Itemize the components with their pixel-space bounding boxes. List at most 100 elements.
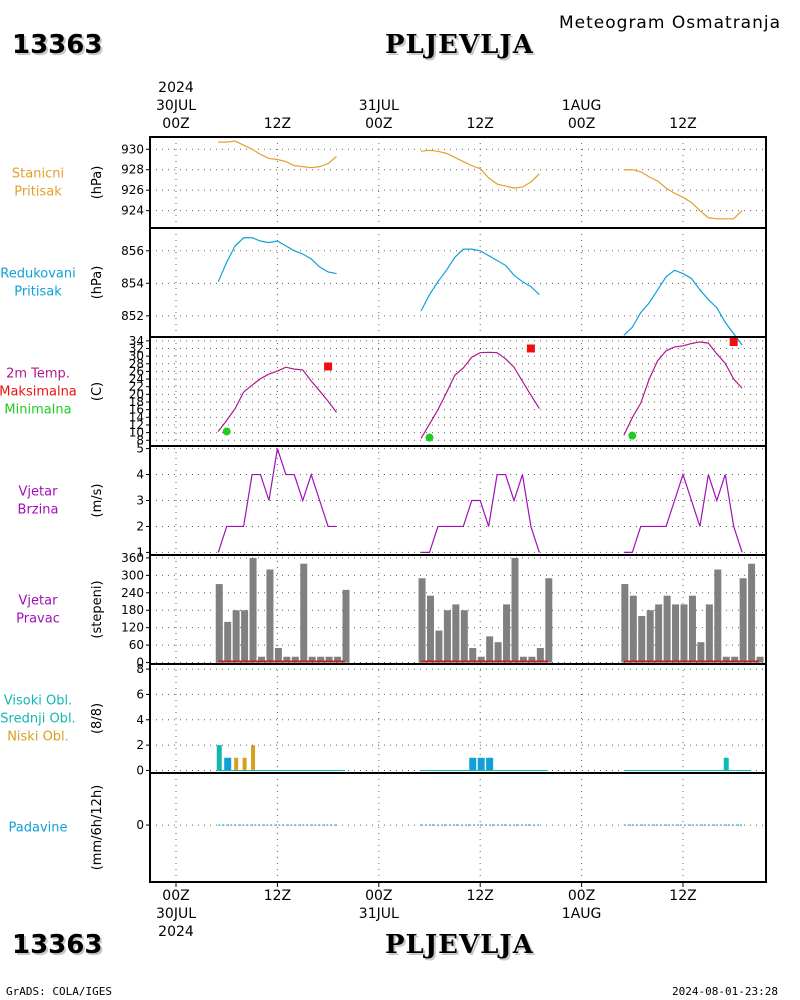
y-axis-label: (hPa) (90, 166, 105, 200)
direction-bar (224, 621, 232, 663)
direction-bar (629, 595, 637, 663)
direction-bar (697, 642, 705, 663)
direction-bar (511, 557, 519, 663)
cloud-bar (469, 757, 477, 771)
y-axis-label: (hPa) (90, 266, 105, 300)
cloud-bar (477, 757, 485, 771)
y-tick-label: 854 (121, 276, 144, 290)
variable-label: 2m Temp. (6, 367, 70, 382)
tmax-marker (729, 337, 738, 346)
direction-bar (494, 642, 502, 663)
direction-bar (215, 584, 223, 663)
station-name-top: PLJEVLJA (385, 30, 534, 60)
y-tick-label: 16 (129, 403, 144, 417)
series-line (217, 366, 338, 432)
series-line (218, 140, 337, 169)
direction-bar (748, 563, 756, 663)
y-tick-label: 28 (129, 357, 144, 371)
station-name-bottom: PLJEVLJA (385, 930, 534, 960)
y-tick-label: 0 (136, 763, 144, 777)
y-tick-label: 856 (121, 244, 144, 258)
time-tick-label-bottom: 12Z (669, 888, 696, 904)
y-axis-label: (C) (90, 382, 105, 401)
year-label-bottom: 2024 (158, 924, 194, 940)
direction-bar (232, 610, 240, 663)
direction-bar (334, 656, 342, 663)
direction-bar (469, 648, 477, 663)
direction-bar (325, 656, 333, 663)
y-tick-label: 924 (121, 204, 144, 218)
y-tick-label: 1 (136, 545, 144, 559)
direction-bar (545, 578, 553, 663)
panel-frame (149, 336, 767, 447)
direction-bar (722, 656, 730, 663)
direction-bar (739, 578, 747, 663)
series-line (623, 341, 743, 436)
series-line (421, 473, 540, 554)
date-label-top: 30JUL (156, 98, 196, 114)
y-tick-label: 20 (129, 387, 144, 401)
direction-bar (528, 656, 536, 663)
y-tick-label: 34 (129, 334, 144, 348)
direction-bar (435, 630, 443, 663)
y-tick-label: 30 (129, 349, 144, 363)
direction-bar (266, 569, 274, 663)
direction-bar (638, 616, 646, 663)
y-tick-label: 6 (136, 687, 144, 701)
y-tick-label: 32 (129, 341, 144, 355)
y-tick-label: 928 (121, 163, 144, 177)
time-tick-label-bottom: 12Z (264, 888, 291, 904)
y-tick-label: 852 (121, 309, 144, 323)
y-tick-label: 14 (129, 410, 144, 424)
direction-bar (291, 656, 299, 663)
y-tick-label: 8 (136, 433, 144, 447)
date-label-bottom: 30JUL (156, 906, 196, 922)
date-label-bottom: 31JUL (359, 906, 399, 922)
y-tick-label: 180 (121, 603, 144, 617)
variable-label: Pritisak (14, 185, 62, 200)
panel-frame (149, 663, 767, 774)
y-tick-label: 2 (136, 519, 144, 533)
variable-label: Brzina (18, 503, 59, 518)
direction-bar (342, 589, 350, 663)
y-tick-label: 360 (121, 551, 144, 565)
y-axis-label: (8/8) (90, 703, 105, 734)
date-label-top: 1AUG (562, 98, 602, 114)
panel-clouds: 0 2 4 6 8 (8/8) Visoki Obl. Srednji Obl. Niski O… (0, 662, 767, 777)
variable-label: Pravac (16, 612, 60, 627)
direction-bar (672, 604, 680, 663)
direction-bar (452, 604, 460, 663)
direction-bar (655, 604, 663, 663)
direction-bar (477, 656, 485, 663)
y-tick-label: 5 (136, 442, 144, 456)
variable-label: Maksimalna (0, 385, 77, 400)
tmax-marker (526, 344, 535, 353)
time-tick-label-top: 00Z (568, 116, 595, 132)
panel-frame (149, 445, 767, 556)
cloud-bar (723, 757, 729, 771)
tmax-marker (324, 362, 333, 371)
time-tick-label-bottom: 00Z (568, 888, 595, 904)
y-axis-label: (mm/6h/12h) (90, 785, 105, 871)
direction-bar (688, 595, 696, 663)
panel-frame (149, 227, 767, 338)
direction-bar (705, 604, 713, 663)
time-tick-label-top: 12Z (669, 116, 696, 132)
y-tick-label: 26 (129, 364, 144, 378)
tmin-marker (628, 431, 637, 440)
y-tick-label: 4 (136, 468, 144, 482)
series-line (623, 169, 743, 220)
y-axis-label: (stepeni) (90, 580, 105, 638)
time-tick-label-top: 12Z (466, 116, 493, 132)
variable-label: Srednji Obl. (0, 712, 75, 727)
product-title: Meteogram Osmatranja (559, 13, 782, 33)
variable-label: Visoki Obl. (4, 694, 72, 709)
direction-bar (274, 648, 282, 663)
panel-wind_speed: 1 2 3 4 5 (m/s) Vjetar Brzina (18, 442, 767, 559)
y-tick-label: 930 (121, 142, 144, 156)
series-line (623, 269, 743, 346)
direction-bar (308, 656, 316, 663)
cloud-bar (216, 745, 222, 771)
